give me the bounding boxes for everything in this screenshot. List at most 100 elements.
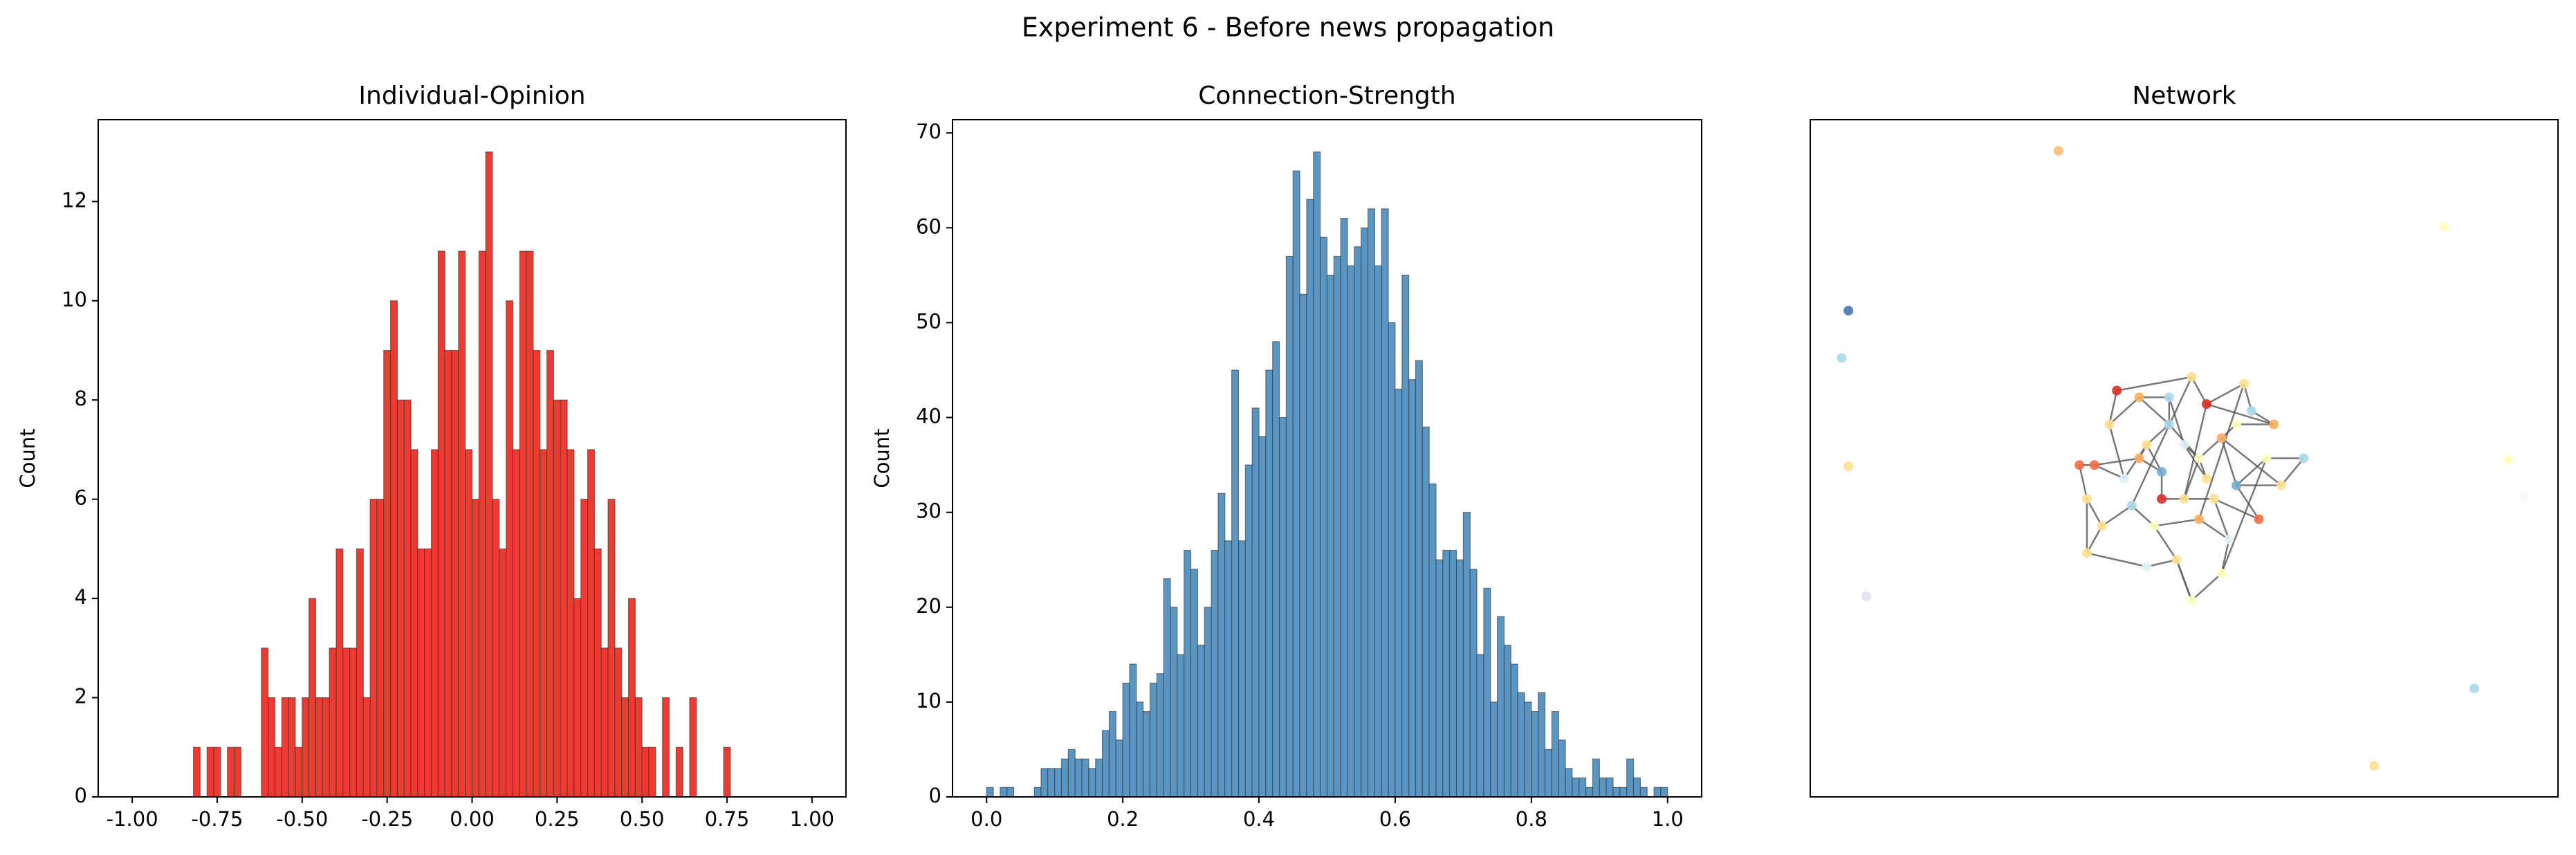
edge: [2175, 559, 2193, 601]
bar: [233, 746, 241, 798]
bar: [648, 746, 656, 798]
bar: [1278, 416, 1287, 798]
bar: [1632, 777, 1641, 798]
bar: [1108, 710, 1116, 798]
edge: [2108, 424, 2126, 479]
bar: [1531, 710, 1539, 798]
bar: [1408, 379, 1417, 798]
bar: [1040, 768, 1049, 798]
bar: [627, 598, 636, 798]
bar: [1442, 549, 1451, 798]
edge: [2138, 396, 2170, 425]
bar: [322, 697, 330, 798]
node: [2081, 494, 2092, 504]
bar: [227, 746, 235, 798]
bar: [723, 746, 731, 798]
bar: [1313, 151, 1321, 798]
bar: [1510, 663, 1518, 798]
bar: [315, 697, 323, 798]
bar: [437, 250, 445, 798]
node: [2254, 514, 2264, 524]
bar: [1626, 758, 1635, 798]
bar: [1211, 549, 1219, 798]
x-tick-label: 0.0: [970, 807, 1002, 831]
bar: [1572, 777, 1580, 798]
bar: [1606, 777, 1614, 798]
bar: [369, 499, 378, 798]
node: [2503, 454, 2514, 465]
bar: [1524, 701, 1532, 798]
bar: [389, 300, 398, 798]
edge: [2108, 396, 2140, 425]
bar: [560, 399, 568, 798]
node: [2134, 392, 2144, 403]
bar: [376, 499, 385, 798]
bar: [1401, 275, 1410, 798]
bar: [1544, 748, 1552, 798]
bar: [410, 449, 418, 798]
bar: [1204, 607, 1212, 798]
edge: [2154, 518, 2200, 527]
bar: [1388, 322, 1396, 798]
y-tick-label: 40: [916, 405, 941, 428]
node: [2081, 548, 2092, 558]
edge: [2086, 552, 2147, 568]
bar: [213, 746, 221, 798]
x-tick-label: -0.50: [276, 807, 328, 831]
bar: [1497, 616, 1505, 798]
y-tick-label: 20: [916, 594, 941, 618]
node: [2112, 385, 2122, 396]
bar: [1217, 493, 1226, 798]
bar: [1435, 559, 1444, 798]
bar: [356, 548, 364, 798]
bar: [458, 250, 466, 798]
edge: [2236, 457, 2267, 486]
x-tick-label: 0.8: [1516, 807, 1547, 831]
node: [2179, 494, 2189, 504]
x-tick-label: 0.2: [1107, 807, 1139, 831]
bar: [1333, 255, 1341, 798]
node: [2238, 378, 2249, 389]
edge: [2116, 376, 2192, 392]
node: [2097, 521, 2107, 531]
bar: [1292, 170, 1300, 798]
bar: [342, 647, 351, 798]
x-tick-label: -0.25: [361, 807, 413, 831]
edge: [2191, 376, 2208, 405]
bar: [1149, 682, 1157, 798]
bar: [526, 250, 534, 798]
bar: [1265, 369, 1273, 798]
x-tick-label: 0.00: [450, 807, 495, 831]
node: [2261, 453, 2272, 463]
node: [2164, 419, 2174, 430]
edge: [2108, 390, 2118, 425]
bar: [1354, 246, 1362, 798]
bar: [1197, 645, 1205, 798]
x-tick-label: 0.6: [1379, 807, 1411, 831]
node: [2519, 491, 2529, 502]
edge: [2198, 518, 2230, 541]
bar: [309, 598, 317, 798]
bar: [1374, 265, 1382, 798]
x-tick-label: 1.00: [790, 807, 835, 831]
node: [1837, 353, 1847, 363]
bar: [1156, 673, 1164, 798]
bar: [567, 449, 575, 798]
bar: [1184, 549, 1192, 798]
edge: [2236, 484, 2260, 520]
y-axis-label: Count: [870, 428, 894, 488]
node: [2089, 460, 2099, 470]
bar: [261, 647, 269, 798]
node: [2157, 467, 2167, 477]
node: [2216, 568, 2227, 578]
y-tick-label: 12: [62, 188, 87, 212]
node: [2216, 433, 2227, 443]
node: [2469, 683, 2479, 694]
node: [2246, 405, 2256, 416]
bar: [1060, 758, 1069, 798]
bar: [302, 697, 310, 798]
y-tick-label: 6: [75, 486, 87, 510]
bar: [396, 399, 405, 798]
y-tick-label: 2: [75, 685, 87, 708]
